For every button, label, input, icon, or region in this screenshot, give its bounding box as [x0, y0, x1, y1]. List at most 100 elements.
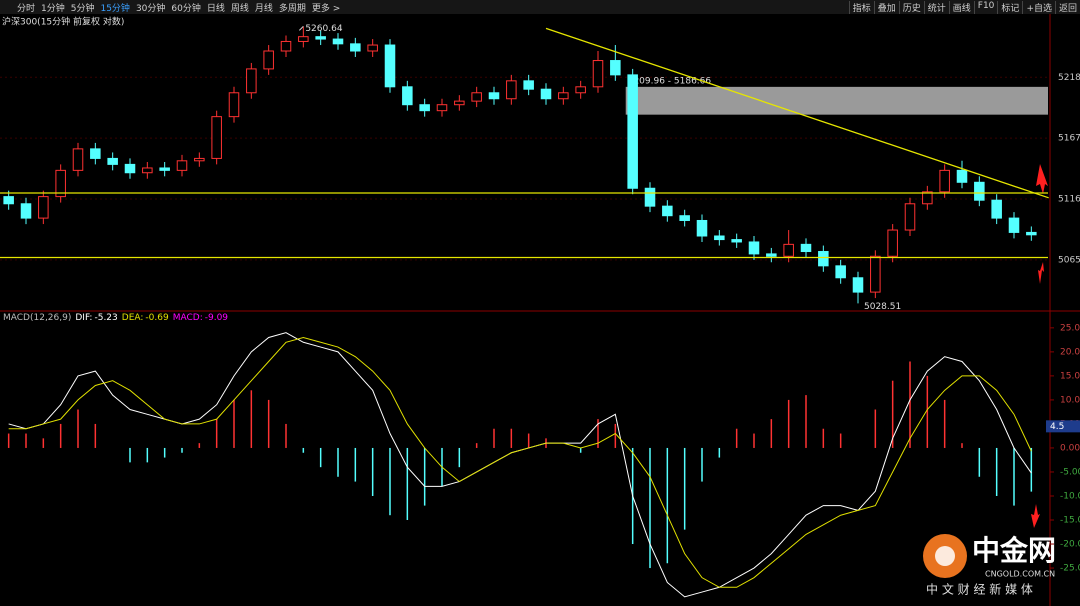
candle-body: [142, 167, 153, 174]
legend-dif-value: -5.23: [94, 313, 117, 323]
period-tab[interactable]: 60分钟: [171, 3, 201, 14]
period-tab[interactable]: 30分钟: [135, 3, 166, 14]
macd-line: [8, 336, 1032, 588]
low-label: 5028.51: [864, 302, 901, 312]
candle-body: [419, 104, 430, 112]
period-tabs: 分时 1分钟 5分钟 15分钟 30分钟 60分钟 日线 周线 月线 多周期 更多 >: [0, 1, 343, 14]
tool-button[interactable]: 叠加: [873, 0, 899, 14]
period-tab[interactable]: 1分钟: [41, 3, 65, 14]
logo-icon: [935, 546, 955, 566]
legend-dea-value: -0.69: [145, 313, 169, 323]
price-zone: [625, 86, 1048, 115]
tool-button[interactable]: 指标: [848, 0, 874, 14]
candle-body: [835, 265, 846, 279]
candle-body: [558, 92, 569, 100]
arrow: [1036, 164, 1048, 194]
legend-dea: DEA:: [122, 313, 144, 323]
candle-body: [228, 92, 240, 118]
candle-body: [3, 196, 14, 205]
candle-body: [523, 80, 534, 90]
candle-body: [1026, 231, 1037, 236]
candle-body: [956, 169, 968, 183]
period-tab[interactable]: 更多 >: [311, 3, 341, 14]
candle-body: [402, 86, 413, 106]
y-tick-label: -25.00: [1060, 564, 1080, 574]
candle-body: [350, 43, 361, 52]
tool-button[interactable]: 返回: [1054, 0, 1080, 14]
tool-button[interactable]: F10: [973, 0, 998, 14]
candle-body: [384, 44, 396, 88]
arrow: [1031, 504, 1040, 528]
period-tab[interactable]: 分时: [17, 3, 36, 14]
y-tick-label: 15.00: [1060, 371, 1080, 381]
candle-body: [991, 199, 1002, 219]
candle-body: [55, 169, 66, 198]
candle-body: [731, 239, 742, 243]
candle-body: [766, 253, 777, 257]
candle-body: [870, 255, 881, 293]
period-tab[interactable]: 5分钟: [70, 3, 95, 14]
toolbar: 分时 1分钟 5分钟 15分钟 30分钟 60分钟 日线 周线 月线 多周期 更多 > 指标 叠加 历史统…: [0, 0, 1080, 14]
high-label: 5260.64: [305, 24, 342, 34]
candle-body: [263, 50, 274, 70]
tool-button[interactable]: +自选: [1022, 0, 1055, 14]
candle-body: [176, 160, 188, 171]
candle-body: [939, 169, 950, 193]
candle-body: [696, 219, 708, 237]
period-tab[interactable]: 月线: [254, 3, 273, 14]
candle-body: [280, 40, 292, 52]
high-pointer: [298, 26, 304, 31]
y-tick-label: -15.00: [1060, 516, 1080, 526]
candle-body: [488, 92, 500, 100]
candle-body: [436, 104, 448, 112]
arrow: [1038, 262, 1044, 284]
tool-button[interactable]: 历史: [898, 0, 924, 14]
legend-dif: DIF:: [75, 313, 92, 323]
zone-label: 5209.96 - 5186.66: [628, 76, 712, 86]
candle-body: [298, 36, 309, 42]
logo-site: CNGOLD.COM.CN: [985, 570, 1055, 579]
candle-body: [332, 38, 344, 45]
candle-body: [38, 196, 49, 219]
y-tick-label: 25.00: [1060, 323, 1080, 333]
candle-body: [714, 235, 725, 241]
candle-body: [575, 86, 586, 94]
candle-body: [644, 187, 656, 207]
candle-body: [315, 36, 326, 40]
period-tab[interactable]: 15分钟: [100, 3, 130, 14]
candle-body: [1008, 217, 1020, 233]
y-tick-label: -5.00: [1060, 467, 1080, 477]
candle-body: [627, 74, 638, 189]
cursor-label: 4.5: [1050, 422, 1064, 432]
period-tab[interactable]: 多周期: [278, 3, 306, 14]
candle-body: [610, 60, 621, 76]
candle-body: [592, 60, 604, 88]
candle-body: [246, 68, 257, 94]
period-tab[interactable]: 日线: [206, 3, 225, 14]
tool-button[interactable]: 画线: [948, 0, 974, 14]
candle-body: [20, 203, 32, 219]
y-tick-label: 0.00: [1060, 443, 1080, 453]
tool-button[interactable]: 标记: [997, 0, 1022, 14]
candle-body: [194, 157, 205, 162]
tool-button[interactable]: 统计: [923, 0, 949, 14]
legend-macd-value: -9.09: [205, 313, 229, 323]
candle-body: [783, 243, 794, 257]
candle-body: [679, 215, 690, 221]
candle-body: [159, 167, 170, 171]
candle-body: [454, 100, 465, 106]
candle-body: [922, 191, 933, 205]
period-tab[interactable]: 周线: [230, 3, 249, 14]
y-tick-label: -10.00: [1060, 491, 1080, 501]
y-tick-label: 20.00: [1060, 347, 1080, 357]
y-tick-label: 5167: [1058, 134, 1080, 144]
candle-body: [818, 251, 829, 267]
y-tick-label: 5116: [1058, 195, 1080, 205]
candle-body: [124, 163, 136, 174]
candle-body: [540, 88, 552, 100]
y-tick-label: 10.00: [1060, 395, 1080, 405]
candle-body: [471, 92, 482, 102]
candle-body: [506, 80, 517, 100]
y-tick-label: 5065: [1058, 255, 1080, 265]
